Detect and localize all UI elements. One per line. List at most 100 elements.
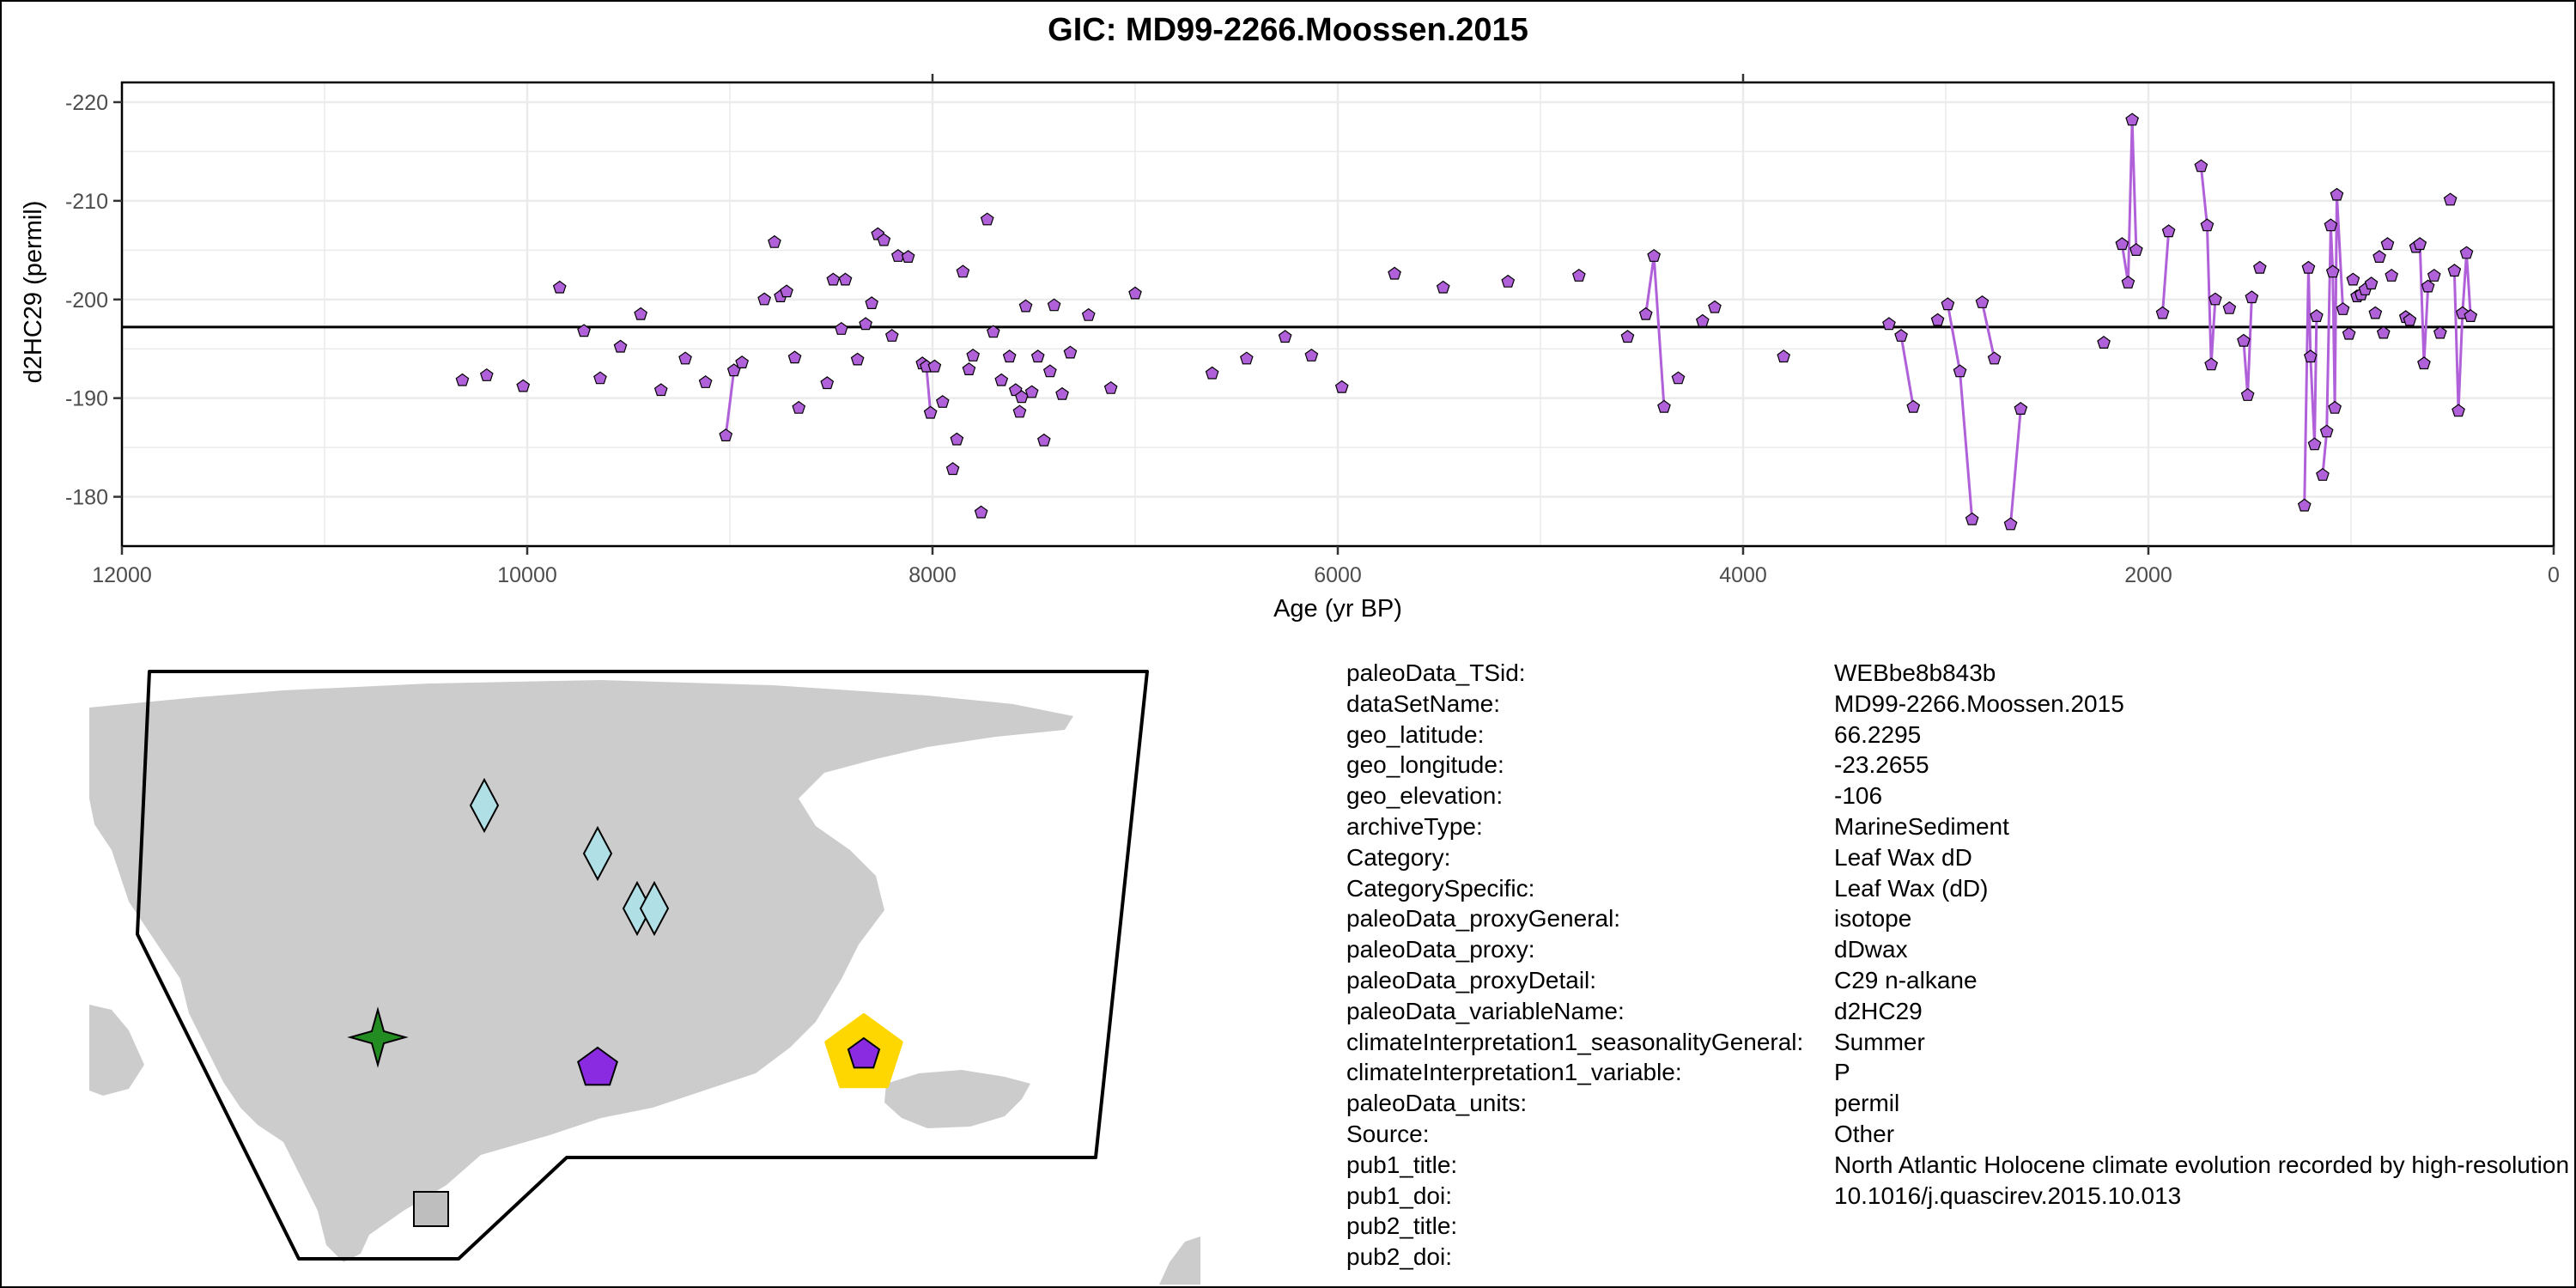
metadata-value: MarineSediment bbox=[1834, 813, 2009, 840]
x-tick-label: 2000 bbox=[2124, 563, 2172, 587]
map-markers bbox=[347, 777, 903, 1227]
data-point bbox=[850, 352, 865, 366]
data-point bbox=[1388, 266, 1401, 280]
data-point bbox=[2097, 336, 2111, 349]
data-point bbox=[1953, 364, 1967, 378]
data-point bbox=[1103, 380, 1118, 394]
metadata-value: P bbox=[1834, 1059, 1850, 1086]
data-point bbox=[2297, 498, 2312, 512]
metadata-value: isotope bbox=[1834, 905, 1912, 933]
data-point bbox=[2325, 264, 2340, 278]
data-point bbox=[2316, 468, 2330, 481]
data-point bbox=[1620, 330, 1635, 343]
data-point bbox=[1036, 433, 1051, 447]
y-tick-label: -210 bbox=[65, 190, 108, 214]
iceland-landmass bbox=[884, 1070, 1030, 1128]
metadata-key: dataSetName: bbox=[1346, 690, 1500, 717]
data-point bbox=[613, 339, 628, 353]
x-axis-label: Age (yr BP) bbox=[1273, 595, 1402, 623]
metadata-value: Other bbox=[1834, 1121, 1895, 1147]
data-point bbox=[2380, 237, 2395, 251]
series-line-segment bbox=[925, 366, 933, 414]
data-point bbox=[1055, 386, 1069, 400]
data-point bbox=[1777, 349, 1791, 363]
metadata-key: CategorySpecific: bbox=[1346, 874, 1535, 902]
data-point bbox=[2204, 357, 2219, 371]
data-point bbox=[2421, 279, 2435, 293]
data-point bbox=[2342, 326, 2356, 340]
site-marker-diamond bbox=[639, 880, 670, 937]
data-point bbox=[2155, 306, 2170, 319]
metadata-value: -106 bbox=[1834, 782, 1883, 810]
chart-title: GIC: MD99-2266.Moossen.2015 bbox=[1048, 12, 1528, 48]
data-point bbox=[2125, 112, 2140, 126]
data-point bbox=[593, 371, 607, 385]
data-point bbox=[935, 395, 950, 408]
y-tick-label: -220 bbox=[65, 91, 108, 115]
metadata-value: North Atlantic Holocene climate evolutio… bbox=[1834, 1151, 2570, 1178]
metadata-value: MD99-2266.Moossen.2015 bbox=[1834, 690, 2124, 717]
site-marker-square bbox=[413, 1191, 449, 1227]
data-point bbox=[2208, 292, 2222, 306]
data-point bbox=[2403, 313, 2417, 326]
data-point bbox=[2451, 404, 2465, 417]
data-point bbox=[1239, 351, 1254, 365]
metadata-value: d2HC29 bbox=[1834, 997, 1923, 1024]
data-point bbox=[757, 292, 772, 306]
metadata-key: pub1_title: bbox=[1346, 1151, 1458, 1178]
data-point bbox=[1657, 399, 1671, 413]
metadata-table: paleoData_TSid: WEBbe8b843b dataSetName: MD… bbox=[1346, 658, 2576, 1288]
metadata-key: geo_latitude: bbox=[1346, 720, 1485, 748]
greenland-landmass bbox=[89, 680, 1073, 1262]
data-point bbox=[1334, 380, 1349, 393]
data-point bbox=[2121, 275, 2136, 289]
data-point bbox=[994, 373, 1009, 386]
y-tick-label: -180 bbox=[65, 486, 108, 510]
data-point bbox=[1081, 307, 1096, 321]
data-point bbox=[865, 296, 879, 309]
data-point bbox=[2417, 356, 2431, 370]
metadata-key: Source: bbox=[1346, 1121, 1430, 1147]
data-point bbox=[1042, 364, 1057, 378]
metadata-value: dDwax bbox=[1834, 936, 1908, 963]
map-landmass bbox=[89, 680, 1200, 1285]
data-point bbox=[2245, 290, 2259, 304]
series-line-segment bbox=[2303, 267, 2318, 506]
data-point bbox=[901, 250, 915, 263]
data-point bbox=[2413, 237, 2427, 251]
data-point bbox=[2368, 306, 2383, 319]
selected-site-marker bbox=[847, 1036, 881, 1069]
data-point bbox=[1930, 313, 1945, 326]
series-line-segment bbox=[1644, 256, 1666, 408]
data-point bbox=[2443, 192, 2458, 206]
data-point bbox=[698, 375, 713, 388]
metadata-key: paleoData_variableName: bbox=[1346, 997, 1625, 1024]
metadata-key: paleoData_TSid: bbox=[1346, 659, 1526, 686]
data-point bbox=[735, 355, 750, 368]
data-point bbox=[1975, 295, 1990, 308]
data-point bbox=[479, 368, 494, 381]
data-point bbox=[780, 284, 793, 298]
series-line-segment bbox=[724, 370, 736, 436]
metadata-value: -23.2655 bbox=[1834, 751, 1929, 779]
metadata-key: paleoData_proxyDetail: bbox=[1346, 967, 1597, 993]
data-point bbox=[1708, 300, 1722, 313]
data-point bbox=[634, 307, 648, 320]
data-point bbox=[1063, 345, 1078, 359]
data-point bbox=[1030, 349, 1045, 363]
bottom-landmass bbox=[1159, 1236, 1200, 1285]
data-point bbox=[2376, 325, 2391, 339]
data-point bbox=[2319, 424, 2334, 438]
y-tick-label: -200 bbox=[65, 289, 108, 313]
data-point bbox=[2307, 437, 2322, 451]
data-point bbox=[923, 405, 938, 419]
y-axis-label: d2HC29 (permil) bbox=[20, 201, 47, 384]
data-point bbox=[974, 505, 988, 519]
data-point bbox=[884, 329, 899, 342]
metadata-value: Summer bbox=[1834, 1028, 1925, 1055]
data-point bbox=[678, 351, 692, 365]
data-point bbox=[787, 350, 802, 364]
metadata-key: paleoData_proxyGeneral: bbox=[1346, 905, 1621, 933]
data-point bbox=[1695, 313, 1710, 327]
data-point bbox=[1894, 329, 1908, 342]
